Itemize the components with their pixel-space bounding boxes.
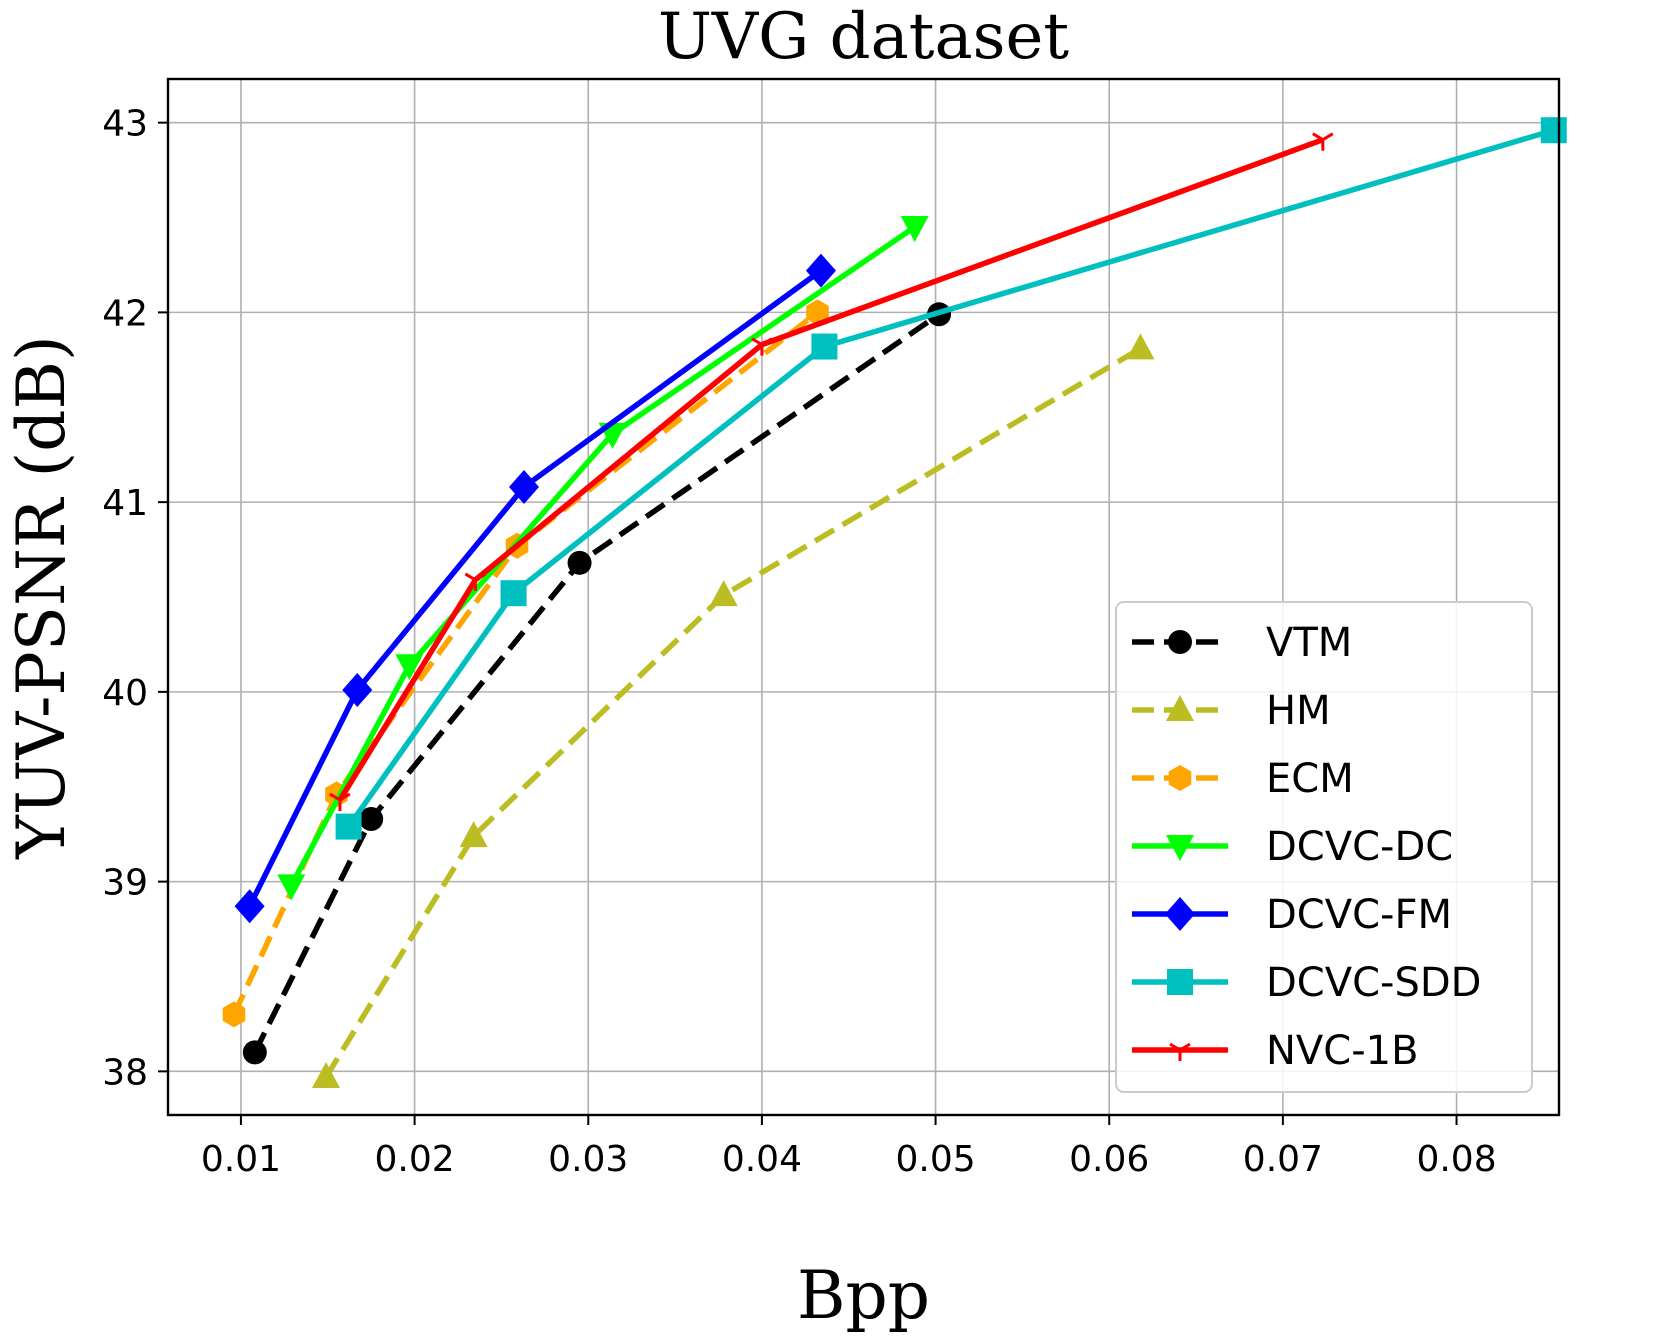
series-dcvc-fm [234, 253, 836, 924]
grid [168, 79, 1559, 1115]
data-point-ecm [222, 1001, 246, 1028]
data-point-dcvc-sdd [335, 813, 362, 840]
data-point-hm [312, 1062, 341, 1089]
legend-entry-dcvc-fm: DCVC-FM [1132, 892, 1452, 938]
legend-swatch-marker [1165, 897, 1195, 931]
legend-entry-vtm: VTM [1132, 620, 1352, 666]
legend: VTM HM ECM DCVC-DC DCVC-FM DCVC-SDD NVC-1B [1115, 601, 1533, 1093]
data-point-dcvc-dc [395, 654, 424, 681]
data-point-ecm [806, 299, 829, 326]
data-point-dcvc-fm [342, 672, 373, 707]
legend-label: VTM [1266, 620, 1352, 666]
marker-stroke [1179, 1042, 1191, 1052]
data-point-nvc-1b [329, 792, 351, 812]
data-point-dcvc-fm [234, 889, 265, 924]
legend-entry-hm: HM [1132, 688, 1331, 734]
legend-label: ECM [1266, 756, 1354, 802]
legend-label: DCVC-SDD [1266, 960, 1481, 1006]
y-tick-label: 40 [102, 673, 148, 714]
marker-stroke [761, 337, 773, 346]
series-line-ecm [231, 310, 820, 1016]
legend-swatch-marker [1168, 630, 1192, 654]
chart-title: UVG dataset [658, 0, 1069, 74]
x-tick-label: 0.02 [375, 1139, 455, 1180]
marker-stroke [1322, 132, 1334, 142]
x-tick-label: 0.04 [722, 1139, 802, 1180]
legend-label: DCVC-DC [1266, 824, 1453, 870]
ticks: 0.01 0.02 0.03 0.04 0.05 0.06 0.07 0.08 38 39 40 41… [102, 104, 1496, 1180]
y-tick-label: 38 [102, 1052, 148, 1093]
series-line-dcvc-sdd [346, 127, 1555, 829]
series-line-dcvc-fm [247, 268, 823, 908]
legend-entry-dcvc-sdd: DCVC-SDD [1132, 960, 1481, 1006]
legend-label: NVC-1B [1266, 1028, 1419, 1074]
data-point-vtm [359, 807, 384, 831]
series-hm [312, 333, 1155, 1089]
y-tick-label: 39 [102, 863, 148, 904]
series-line-vtm [252, 312, 941, 1054]
legend-swatch-marker [1168, 765, 1192, 791]
plot-frame [166, 77, 1561, 1117]
legend-label: HM [1266, 688, 1331, 734]
data-point-dcvc-sdd [1540, 117, 1567, 144]
data-point-hm [709, 580, 738, 607]
x-tick-label: 0.07 [1243, 1139, 1323, 1180]
series-ecm [222, 299, 829, 1028]
data-point-dcvc-sdd [500, 580, 527, 607]
legend-swatch-marker [1169, 1042, 1191, 1061]
y-tick-label: 42 [102, 293, 148, 334]
data-point-dcvc-dc [277, 874, 306, 901]
y-tick-label: 41 [102, 483, 148, 524]
legend-entry-nvc-1b: NVC-1B [1132, 1028, 1419, 1074]
legend-entry-dcvc-dc: DCVC-DC [1132, 824, 1453, 870]
data-point-vtm [567, 550, 592, 575]
data-point-vtm [242, 1040, 267, 1065]
x-axis-label: Bpp [797, 1257, 930, 1334]
legend-box [1115, 601, 1533, 1093]
series-nvc-1b [329, 132, 1334, 812]
data-point-nvc-1b [464, 572, 487, 591]
legend-swatch-marker [1166, 695, 1194, 721]
data-point-dcvc-fm [508, 469, 539, 504]
y-tick-label: 43 [102, 104, 148, 145]
data-point-dcvc-fm [805, 253, 836, 288]
x-tick-label: 0.03 [548, 1139, 628, 1180]
series-layer [222, 117, 1567, 1089]
marker-stroke [464, 572, 477, 582]
marker-stroke [1169, 1042, 1181, 1052]
series-line-nvc-1b [337, 137, 1324, 802]
legend-swatch-marker [1166, 835, 1194, 861]
marker-stroke [339, 792, 351, 802]
data-point-hm [1126, 333, 1155, 360]
marker-stroke [329, 792, 341, 802]
y-axis-label: YUV-PSNR (dB) [3, 335, 80, 859]
legend-label: DCVC-FM [1266, 892, 1452, 938]
data-point-nvc-1b [751, 337, 773, 356]
marker-stroke [474, 572, 487, 582]
marker-stroke [1312, 132, 1324, 142]
legend-swatch-marker [1167, 969, 1193, 995]
series-line-hm [323, 346, 1142, 1079]
data-point-dcvc-sdd [811, 333, 838, 360]
x-tick-label: 0.01 [201, 1139, 281, 1180]
data-point-nvc-1b [1312, 132, 1334, 151]
x-tick-label: 0.05 [895, 1139, 975, 1180]
x-tick-label: 0.06 [1069, 1139, 1149, 1180]
data-point-dcvc-dc [900, 216, 929, 242]
x-tick-label: 0.08 [1416, 1139, 1496, 1180]
marker-stroke [751, 337, 763, 346]
series-dcvc-sdd [335, 117, 1567, 840]
data-point-hm [459, 821, 488, 848]
legend-entry-ecm: ECM [1132, 756, 1354, 802]
